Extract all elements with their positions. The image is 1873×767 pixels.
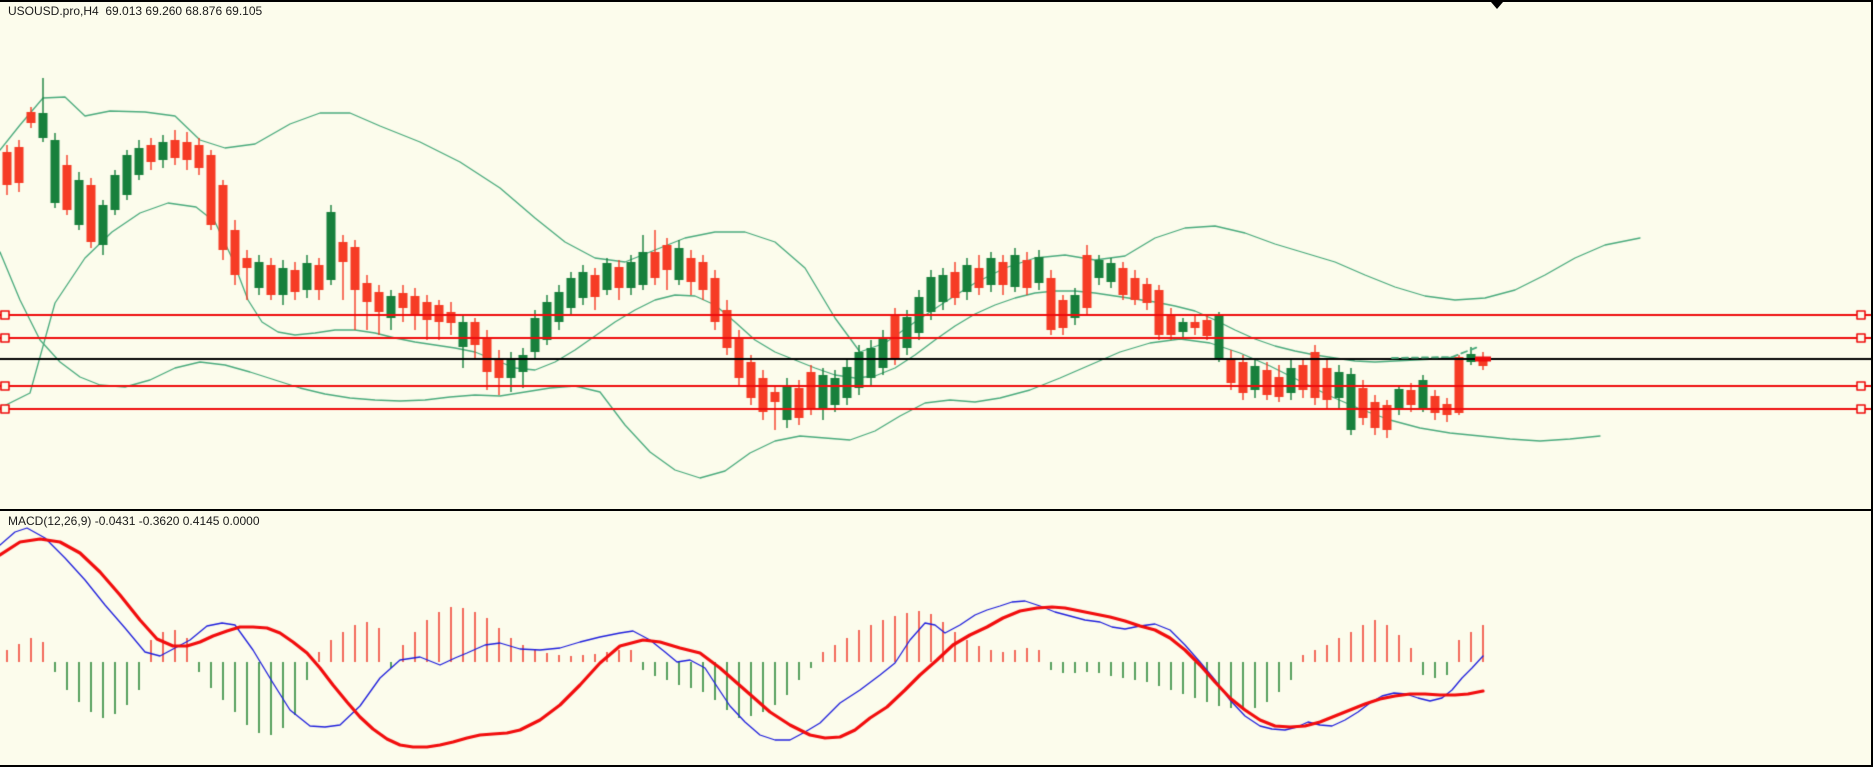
price-chart-canvas[interactable] — [0, 0, 1873, 509]
panel-divider[interactable] — [0, 509, 1873, 511]
macd-indicator-canvas[interactable] — [0, 511, 1873, 767]
macd-indicator-label: MACD(12,26,9) -0.0431 -0.3620 0.4145 0.0… — [8, 514, 260, 528]
window-border-right — [1871, 0, 1873, 767]
window-border-top — [0, 0, 1873, 2]
chart-shift-icon[interactable] — [1491, 2, 1503, 9]
symbol-ohlc-label: USOUSD.pro,H4 69.013 69.260 68.876 69.10… — [8, 4, 263, 18]
window-border-bottom — [0, 765, 1873, 767]
